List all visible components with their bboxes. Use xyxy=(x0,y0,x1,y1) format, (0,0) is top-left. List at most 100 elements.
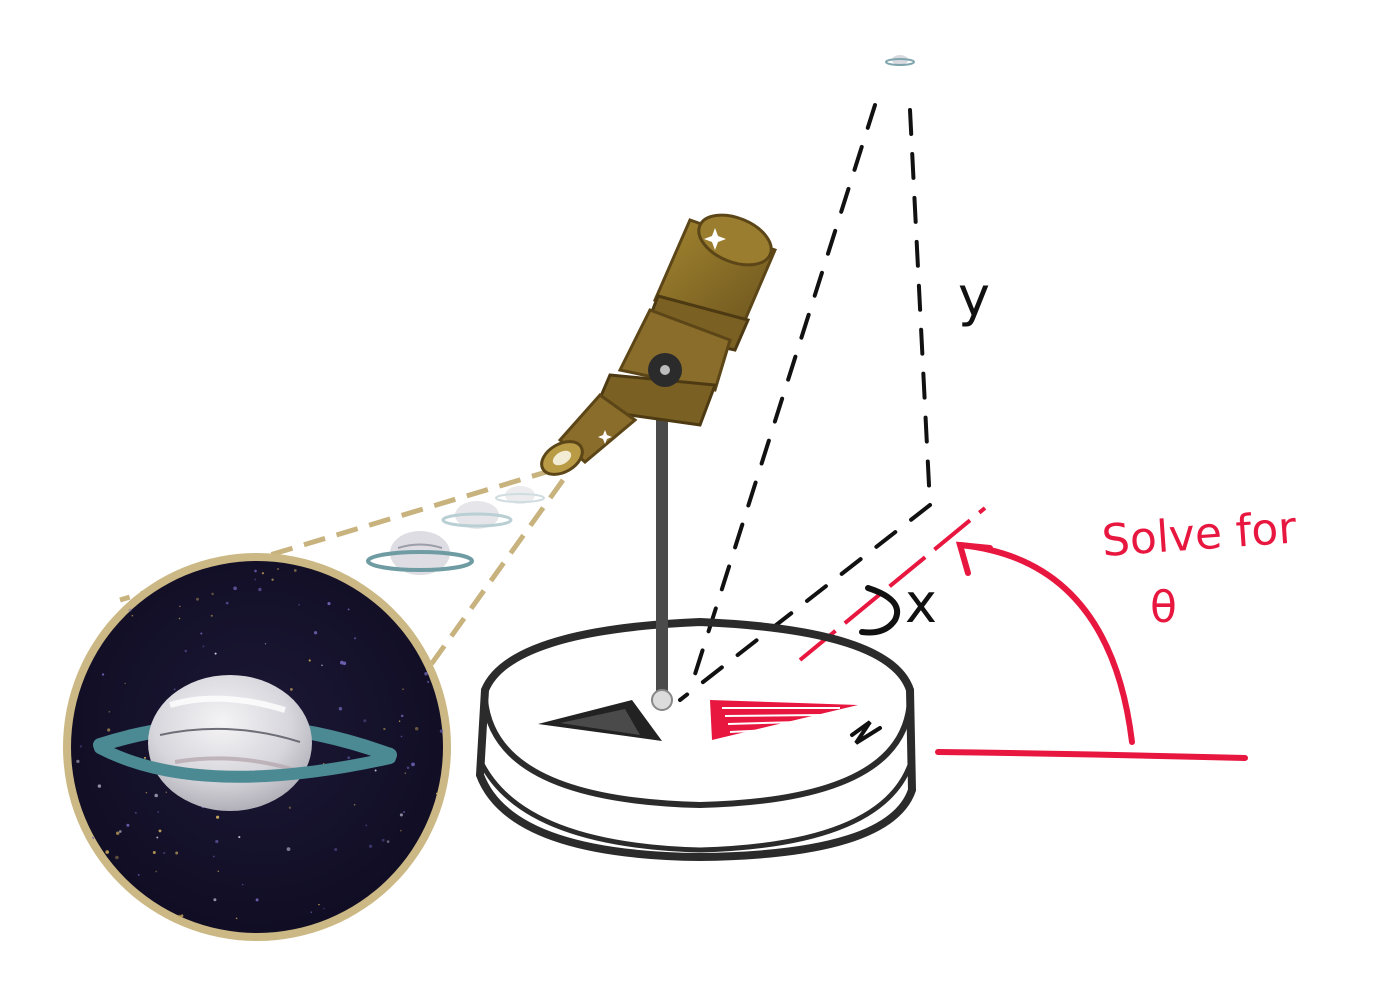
star xyxy=(313,631,318,635)
star xyxy=(165,791,168,794)
star xyxy=(241,883,244,886)
star xyxy=(202,645,205,648)
theta-angle xyxy=(935,541,1248,761)
star xyxy=(423,859,426,863)
star xyxy=(399,813,403,817)
star xyxy=(157,811,160,813)
star xyxy=(411,762,415,767)
star xyxy=(235,917,238,920)
star xyxy=(175,851,179,855)
star xyxy=(158,829,162,833)
star xyxy=(424,672,428,676)
star xyxy=(411,602,415,606)
star xyxy=(179,605,181,608)
star xyxy=(289,687,293,691)
theta-symbol: θ xyxy=(1150,582,1177,633)
star xyxy=(338,706,343,711)
star xyxy=(180,914,184,918)
compass-base xyxy=(475,617,917,862)
star xyxy=(115,831,120,835)
star xyxy=(124,682,126,685)
telescope-pole xyxy=(656,380,668,695)
star xyxy=(321,664,323,667)
star xyxy=(435,792,438,795)
star xyxy=(264,643,267,645)
star xyxy=(347,756,350,759)
star xyxy=(276,567,280,571)
star xyxy=(173,688,176,691)
star xyxy=(398,720,401,722)
star xyxy=(108,710,111,713)
star xyxy=(101,612,104,615)
star xyxy=(212,855,215,858)
star xyxy=(439,729,444,733)
star xyxy=(155,870,158,873)
star xyxy=(347,608,350,611)
star xyxy=(126,823,130,827)
angle-marks xyxy=(859,585,901,636)
star xyxy=(354,637,357,640)
star xyxy=(114,564,119,568)
star xyxy=(271,578,274,581)
star xyxy=(404,772,407,774)
star xyxy=(216,815,220,819)
star xyxy=(200,632,203,635)
star xyxy=(298,603,301,606)
star xyxy=(363,719,367,723)
star xyxy=(293,569,297,572)
star xyxy=(163,852,166,854)
star xyxy=(353,804,356,806)
sightlines xyxy=(678,103,932,702)
star xyxy=(318,903,320,906)
star xyxy=(340,660,344,665)
star xyxy=(79,745,83,748)
star xyxy=(154,793,158,798)
star xyxy=(322,907,325,910)
compass-needle xyxy=(538,700,882,745)
star xyxy=(152,851,156,854)
star xyxy=(422,592,425,595)
star xyxy=(177,914,182,918)
star xyxy=(427,680,430,684)
star xyxy=(258,587,262,592)
star xyxy=(414,622,417,624)
star xyxy=(97,784,102,788)
label-x: x xyxy=(905,572,937,635)
star xyxy=(400,830,402,832)
star xyxy=(145,791,148,794)
telescope-icon xyxy=(540,213,778,476)
star xyxy=(308,659,311,662)
saturn-icon xyxy=(93,675,397,811)
star xyxy=(374,769,377,772)
north-marker-icon xyxy=(850,720,882,745)
star xyxy=(334,847,338,852)
star xyxy=(102,576,105,580)
star xyxy=(406,766,410,770)
star xyxy=(86,846,89,849)
star xyxy=(254,578,257,581)
task-label: Solve for xyxy=(1100,502,1299,567)
star xyxy=(105,850,109,854)
star xyxy=(137,873,140,876)
star xyxy=(381,838,385,842)
star xyxy=(217,870,220,873)
star xyxy=(414,726,419,731)
star xyxy=(74,607,77,610)
star xyxy=(100,584,102,587)
star xyxy=(107,728,111,732)
star xyxy=(286,847,291,851)
star xyxy=(402,810,406,814)
star xyxy=(175,559,178,562)
star xyxy=(101,673,105,676)
star xyxy=(386,840,390,843)
star xyxy=(334,564,337,566)
star xyxy=(400,714,404,718)
star xyxy=(310,911,313,913)
floating-planets xyxy=(366,55,915,575)
star xyxy=(430,857,435,862)
label-y: y xyxy=(958,265,990,328)
star xyxy=(215,839,219,844)
star xyxy=(400,735,403,738)
star xyxy=(431,905,435,910)
